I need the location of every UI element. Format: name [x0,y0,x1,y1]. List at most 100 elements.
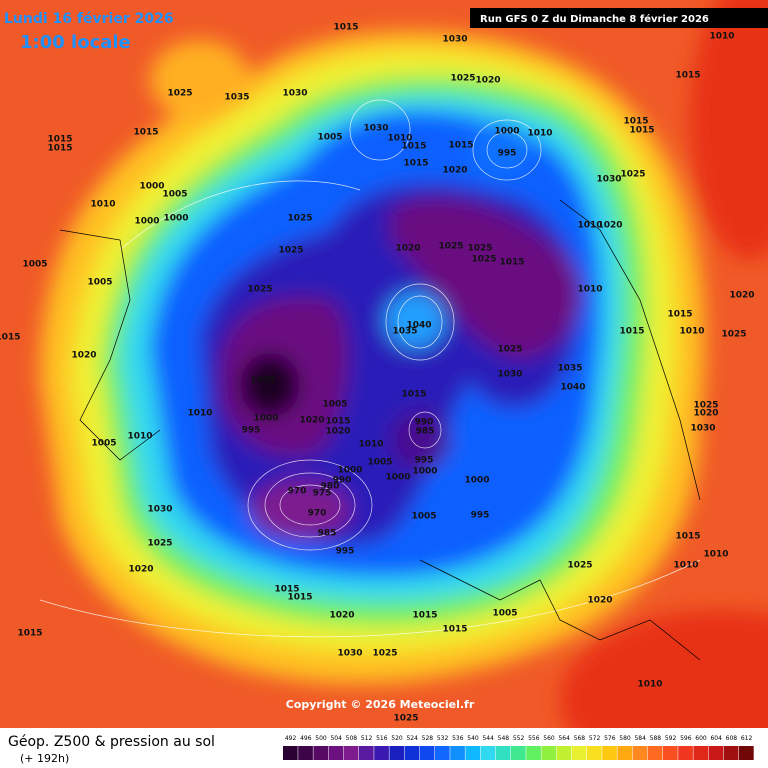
isobar-label: 1030 [690,424,715,434]
copyright: Copyright © 2026 Meteociel.fr [286,698,475,711]
isobar-label: 1000 [337,466,362,476]
isobar-label: 1020 [128,565,153,575]
isobar-label: 1015 [133,128,158,138]
isobar-label: 1020 [71,351,96,361]
isobar-label: 1015 [325,417,350,427]
isobar-label: 1005 [162,190,187,200]
isobar-label: 1015 [448,141,473,151]
isobar-label: 1020 [587,596,612,606]
scale-swatch [647,746,663,760]
isobar-label: 1010 [679,327,704,337]
isobar-label: 1005 [22,260,47,270]
isobar-label: 1015 [17,629,42,639]
scale-label: 504 [330,735,342,742]
isobar-label: 1015 [287,593,312,603]
isobar-label: 1010 [577,285,602,295]
scale-label: 496 [300,735,312,742]
footer-title: Géop. Z500 & pression au sol [8,734,215,750]
isobar-label: 1010 [527,129,552,139]
scale-swatch [359,746,374,760]
scale-label: 612 [741,735,753,742]
isobar-label: 1005 [250,376,275,386]
isobar-label: 990 [333,476,352,486]
scale-swatch [450,746,465,760]
isobar-label: 1005 [367,458,392,468]
isobar-label: 1005 [87,278,112,288]
scale-swatch [419,746,435,760]
isobar-label: 1010 [90,200,115,210]
isobar-label: 970 [308,509,327,519]
scale-swatch [693,746,709,760]
scale-swatch [511,746,526,760]
isobar-label: 1040 [560,383,585,393]
scale-swatch [465,746,481,760]
isobar-label: 985 [318,529,337,539]
isobar-label: 1015 [675,71,700,81]
isobar-label: 1025 [693,401,718,411]
scale-swatch [556,746,572,760]
scale-label: 592 [665,735,677,742]
scale-swatch [374,746,389,760]
isobar-label: 1030 [337,649,362,659]
isobar-label: 1025 [450,74,475,84]
isobar-label: 1015 [274,585,299,595]
isobar-label: 1025 [393,714,418,724]
isobar-label: 1010 [577,221,602,231]
scale-label: 532 [437,735,449,742]
scale-label: 552 [513,735,525,742]
scale-label: 556 [528,735,540,742]
isobar-label: 1030 [147,505,172,515]
scale-label: 540 [467,735,479,742]
scale-label: 524 [406,735,418,742]
isobar-label: 1015 [47,135,72,145]
scale-swatch [480,746,496,760]
scale-label: 600 [695,735,707,742]
isobar-label: 1030 [442,35,467,45]
coastlines [59,199,701,661]
scale-label: 512 [361,735,373,742]
isobar-label: 1030 [596,175,621,185]
scale-label: 548 [498,735,510,742]
scale-label: 560 [543,735,555,742]
isobar-label: 995 [242,426,261,436]
scale-swatch [343,746,359,760]
isobar-label: 1030 [282,89,307,99]
isobar-label: 1015 [412,611,437,621]
isobar-label: 985 [416,427,435,437]
run-box [470,8,768,28]
isobar-label: 1020 [299,416,324,426]
scale-swatch [617,746,633,760]
scale-label: 576 [604,735,616,742]
isobar-label: 1010 [187,409,212,419]
isobar-label: 1025 [278,246,303,256]
isobar-label: 1000 [139,182,164,192]
isobar-label: 1030 [497,370,522,380]
isobar-label: 1005 [411,512,436,522]
scale-label: 584 [634,735,646,742]
isobar-label: 975 [313,489,332,499]
isobar-label: 1030 [363,124,388,134]
isobar-label: 1025 [497,345,522,355]
isobar-label: 1035 [392,327,417,337]
isobar-label: 1015 [629,126,654,136]
isobar-label: 1015 [401,142,426,152]
isobar-label: 1015 [403,159,428,169]
isobar-label: 1015 [675,532,700,542]
scale-label: 544 [482,735,494,742]
isobar-label: 995 [471,511,490,521]
scale-label: 500 [315,735,327,742]
isobar-label: 995 [498,149,517,159]
geopotential-field [40,0,768,728]
isobar-label: 1025 [567,561,592,571]
footer-lead: (+ 192h) [20,752,69,765]
scale-swatch [328,746,344,760]
isobar-label: 1010 [637,680,662,690]
scale-swatch [435,746,450,760]
scale-swatch [708,746,724,760]
isobar-label: 1025 [467,244,492,254]
scale-label: 492 [285,735,297,742]
isobar-label: 1010 [673,561,698,571]
scale-label: 516 [376,735,388,742]
isobar-label: 995 [415,456,434,466]
